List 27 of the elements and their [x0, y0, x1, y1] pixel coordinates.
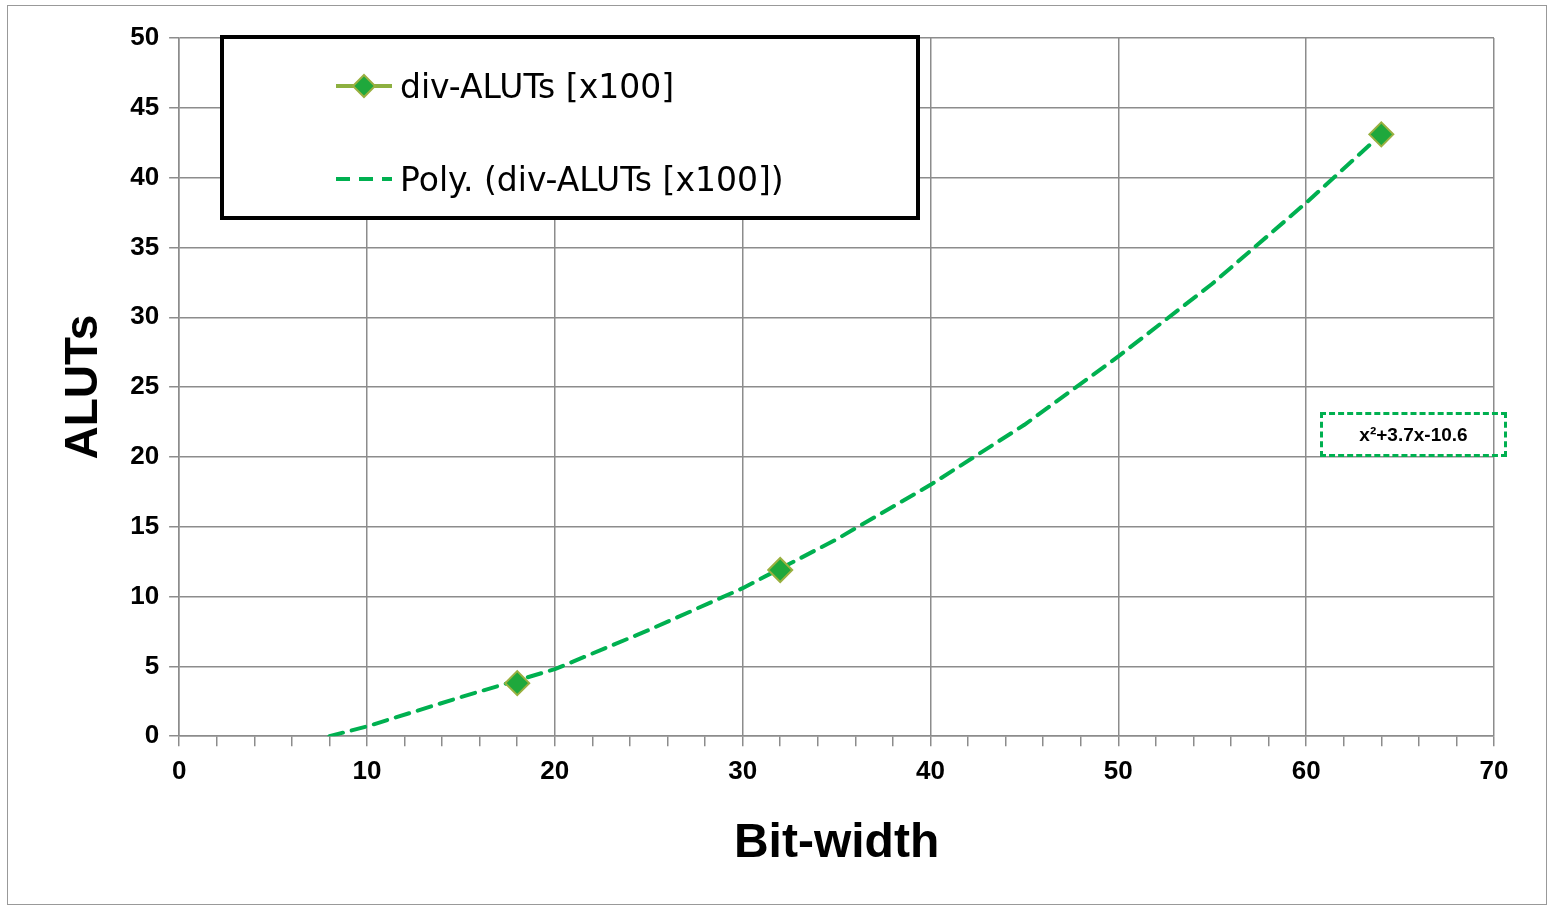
- y-tick-label: 0: [144, 719, 160, 750]
- point: [1368, 121, 1395, 148]
- y-tick-label: 45: [130, 90, 160, 121]
- x-tick-label: 30: [728, 754, 758, 785]
- x-tick-label: 10: [352, 754, 382, 785]
- x-tick-label: 20: [540, 754, 570, 785]
- x-tick-label: 60: [1291, 754, 1321, 785]
- annotation: x²+3.7x-10.6: [1320, 412, 1507, 457]
- x-tick-label: 40: [916, 754, 945, 785]
- x-tick-label: 50: [1103, 754, 1133, 785]
- x-tick-label: 0: [171, 754, 187, 785]
- y-tick-label: 10: [130, 579, 160, 610]
- x-axis-title: Bit-width: [733, 814, 940, 868]
- y-tick-label: 5: [144, 649, 160, 680]
- y-tick-label: 40: [130, 160, 160, 191]
- legend-label: Poly. (div-ALUTs [x100]): [400, 159, 784, 199]
- y-tick-label: 25: [130, 370, 160, 401]
- x-tick-label: 70: [1479, 754, 1509, 785]
- y-tick-label: 15: [130, 509, 160, 540]
- legend-label: div-ALUTs [x100]: [400, 66, 675, 106]
- point: [504, 670, 531, 697]
- y-axis-title: ALUTs: [55, 314, 108, 460]
- y-tick-label: 30: [130, 300, 160, 331]
- y-tick-label: 50: [130, 21, 160, 52]
- y-tick-label: 20: [130, 440, 160, 471]
- y-tick-label: 35: [130, 230, 160, 261]
- point: [767, 557, 794, 584]
